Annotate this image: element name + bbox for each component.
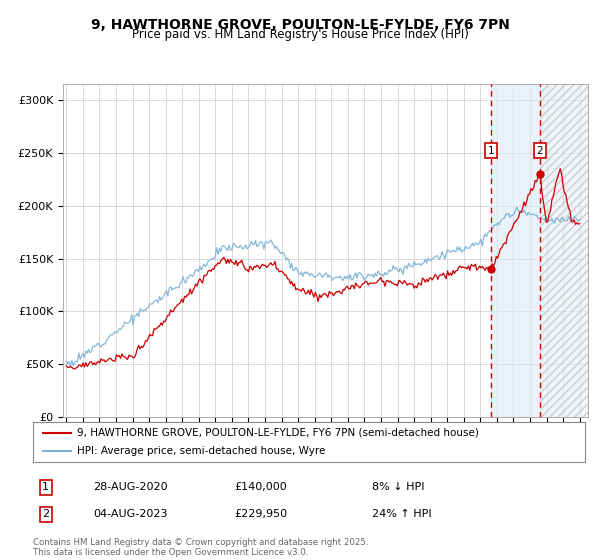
Text: 24% ↑ HPI: 24% ↑ HPI xyxy=(372,509,431,519)
Text: £140,000: £140,000 xyxy=(234,482,287,492)
Text: 9, HAWTHORNE GROVE, POULTON-LE-FYLDE, FY6 7PN: 9, HAWTHORNE GROVE, POULTON-LE-FYLDE, FY… xyxy=(91,18,509,32)
Bar xyxy=(539,84,588,417)
Text: Contains HM Land Registry data © Crown copyright and database right 2025.
This d: Contains HM Land Registry data © Crown c… xyxy=(33,538,368,557)
Bar xyxy=(539,84,588,417)
Bar xyxy=(491,84,539,417)
Text: 2: 2 xyxy=(42,509,49,519)
Text: 9, HAWTHORNE GROVE, POULTON-LE-FYLDE, FY6 7PN (semi-detached house): 9, HAWTHORNE GROVE, POULTON-LE-FYLDE, FY… xyxy=(77,428,479,437)
Text: HPI: Average price, semi-detached house, Wyre: HPI: Average price, semi-detached house,… xyxy=(77,446,326,456)
Text: 1: 1 xyxy=(42,482,49,492)
Text: 04-AUG-2023: 04-AUG-2023 xyxy=(93,509,167,519)
Text: 1: 1 xyxy=(488,146,494,156)
Text: £229,950: £229,950 xyxy=(234,509,287,519)
Text: 28-AUG-2020: 28-AUG-2020 xyxy=(93,482,167,492)
Text: Price paid vs. HM Land Registry's House Price Index (HPI): Price paid vs. HM Land Registry's House … xyxy=(131,28,469,41)
Text: 2: 2 xyxy=(536,146,543,156)
Text: 8% ↓ HPI: 8% ↓ HPI xyxy=(372,482,425,492)
